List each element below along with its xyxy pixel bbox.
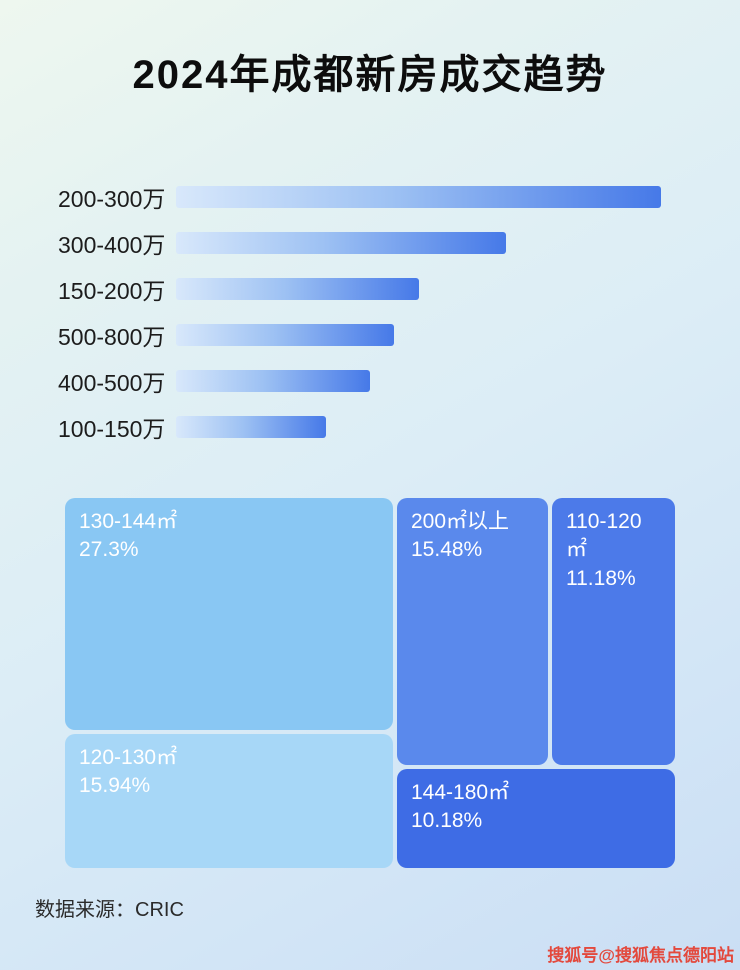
price-range-bar-chart: 200-300万 300-400万 150-200万 500-800万 400- [58,174,683,450]
bar-track [176,232,661,254]
bar-track [176,186,661,208]
treemap-block: 120-130㎡ 15.94% [65,734,393,868]
bar [176,416,327,438]
data-source: 数据来源：CRIC [35,899,184,921]
treemap-block-value: 15.48% [411,538,483,562]
treemap-block-value: 10.18% [411,809,483,833]
bar [176,278,419,300]
bar-label: 500-800万 [58,324,166,350]
bar-label: 300-400万 [58,232,166,258]
treemap-block-label: 120-130㎡ [79,746,178,769]
area-range-treemap: 130-144㎡ 27.3% 200㎡以上 15.48% 110-120㎡ 11… [65,498,675,868]
bar-row: 100-150万 [58,404,683,450]
bar-row: 300-400万 [58,220,683,266]
bar-row: 500-800万 [58,312,683,358]
bar [176,186,661,208]
bar-label: 200-300万 [58,186,166,212]
treemap-block-label: 130-144㎡ [79,510,178,533]
treemap-block: 130-144㎡ 27.3% [65,498,393,730]
bar [176,324,395,346]
watermark: 搜狐号@搜狐焦点德阳站 [547,946,734,965]
bar-label: 100-150万 [58,416,166,442]
bar-row: 200-300万 [58,174,683,220]
bar-label: 400-500万 [58,370,166,396]
bar-track [176,324,661,346]
page-title: 2024年成都新房成交趋势 [132,53,608,97]
treemap-block-label: 110-120㎡ [566,510,642,562]
treemap-block-label: 200㎡以上 [411,510,510,533]
bar-row: 400-500万 [58,358,683,404]
bar-row: 150-200万 [58,266,683,312]
bar-track [176,278,661,300]
treemap-block: 200㎡以上 15.48% [397,498,548,765]
bar-track [176,416,661,438]
treemap-block-label: 144-180㎡ [411,781,510,804]
bar-track [176,370,661,392]
treemap-block-value: 27.3% [79,538,139,562]
bar [176,232,506,254]
bar-label: 150-200万 [58,278,166,304]
treemap-block-value: 11.18% [566,566,636,590]
treemap-block: 110-120㎡ 11.18% [552,498,675,765]
treemap-block-value: 15.94% [79,774,151,798]
bar [176,370,370,392]
treemap-block: 144-180㎡ 10.18% [397,769,675,868]
